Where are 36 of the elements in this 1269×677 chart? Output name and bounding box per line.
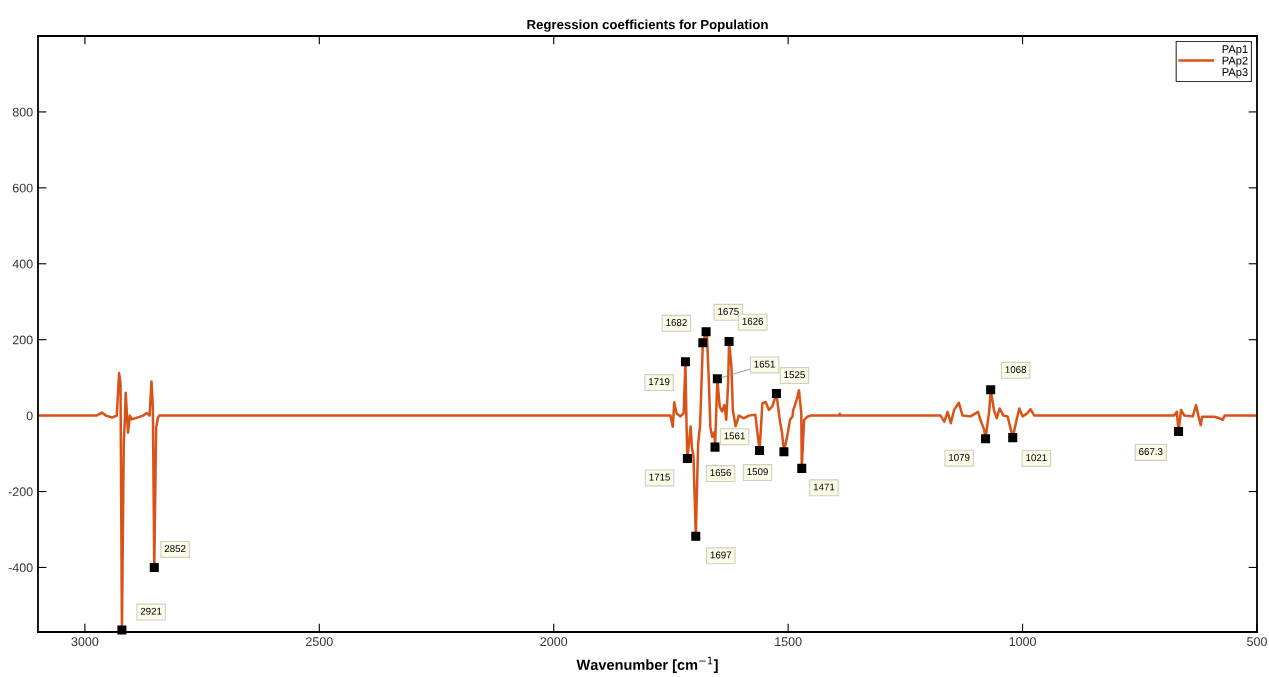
y-tick-label: 600: [12, 183, 33, 193]
annotation: 1509: [747, 468, 768, 476]
annotation: 1068: [1005, 366, 1027, 373]
x-tick-label: 2500: [306, 637, 333, 647]
annotation: 1675: [718, 308, 739, 315]
y-tick-label: 200: [12, 335, 33, 345]
annotation: 1719: [649, 378, 670, 386]
x-tick-label: 500: [1247, 637, 1267, 647]
annotation: 1471: [813, 483, 835, 491]
chart-title: Regression coefficients for Population: [527, 19, 768, 32]
y-tick-label: -400: [8, 563, 33, 573]
y-tick-label: 400: [12, 259, 33, 269]
x-tick-label: 1000: [1009, 637, 1036, 647]
annotation: 1525: [784, 371, 805, 379]
annotation: 1651: [754, 360, 775, 368]
legend-label: PAp1: [1222, 45, 1248, 56]
annotation: 667.3: [1139, 448, 1163, 455]
annotation: 1021: [1026, 454, 1047, 462]
y-tick-label: 0: [26, 411, 33, 421]
annotation: 1682: [666, 319, 687, 326]
x-tick-label: 3000: [71, 637, 99, 647]
x-tick-label: 1500: [775, 637, 802, 647]
annotation: 1626: [742, 317, 764, 325]
text: PAp2: [1222, 56, 1248, 67]
annotation: 2852: [164, 545, 186, 553]
x-tick-label: 2000: [540, 637, 568, 647]
text: PAp3: [1222, 68, 1248, 79]
annotation: 1715: [649, 473, 670, 481]
annotation: 2921: [140, 607, 162, 615]
x-axis-title: Wavenumber [cm$^{−1}$]: [576, 656, 718, 673]
annotation: 1697: [710, 551, 732, 559]
y-tick-label: -200: [8, 487, 33, 497]
annotation: 1079: [949, 453, 970, 461]
annotation: 1656: [710, 469, 731, 477]
annotation: 1561: [724, 432, 745, 440]
y-tick-label: 800: [12, 107, 33, 117]
